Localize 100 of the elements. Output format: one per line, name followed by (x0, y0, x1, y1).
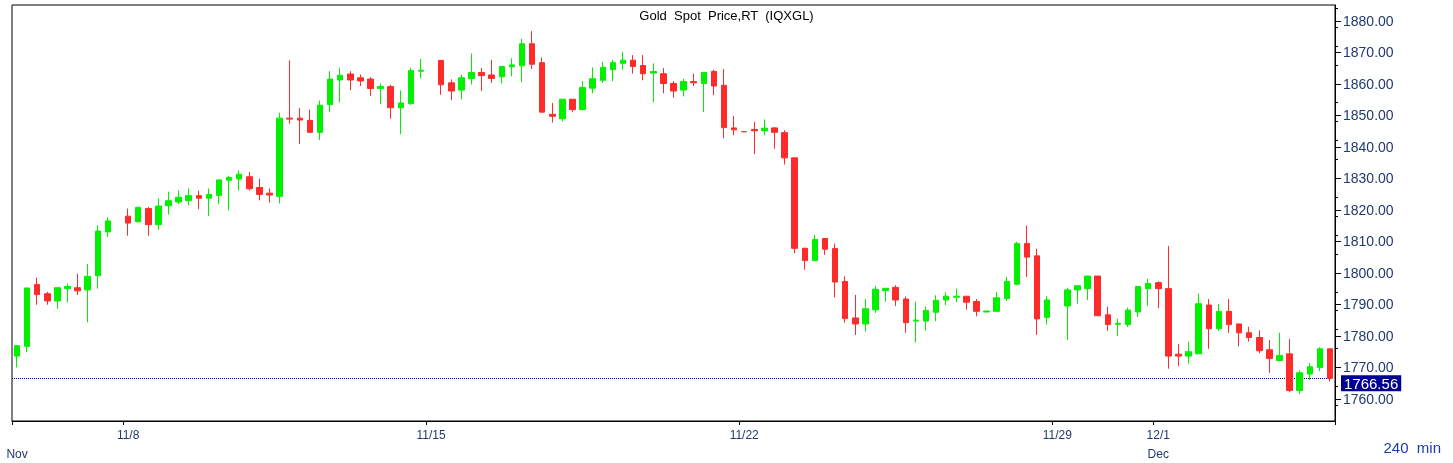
candlestick (1064, 287, 1071, 341)
candlestick (387, 84, 394, 120)
candlestick (1115, 318, 1121, 337)
candlestick (135, 206, 141, 223)
candlestick (125, 208, 131, 237)
candlestick (1125, 307, 1131, 328)
candlestick (377, 82, 384, 105)
candlestick (882, 287, 889, 303)
candlestick (892, 284, 899, 307)
ref-line-label: 1766.56 (1344, 374, 1399, 392)
x-tick-label: 11/15 (416, 427, 447, 442)
candlestick (721, 68, 727, 139)
candlestick (832, 243, 838, 298)
candlestick (398, 89, 404, 135)
candlestick (650, 62, 657, 103)
x-tick-label: 12/1 Dec (1146, 427, 1171, 461)
candlestick (307, 109, 313, 133)
candlestick (812, 234, 818, 262)
candlestick (983, 310, 990, 313)
x-tick-label: 11/8 (116, 427, 140, 442)
candlestick (84, 263, 91, 323)
candlestick (468, 53, 475, 85)
x-tick-label: 11/22 (729, 427, 760, 442)
candlestick (196, 190, 202, 210)
y-tick-label: 1770.00 (1343, 359, 1394, 376)
candlestick (963, 295, 970, 311)
candlestick (903, 296, 909, 334)
y-tick-label: 1870.00 (1343, 44, 1394, 61)
candlestick (34, 277, 40, 306)
candlestick (216, 179, 222, 205)
candlestick (317, 99, 323, 141)
candlestick (175, 190, 182, 205)
candlestick (1327, 348, 1333, 383)
candlestick (872, 285, 879, 314)
candlestick (185, 187, 192, 206)
candlestick (842, 275, 848, 324)
candlestick (145, 206, 152, 237)
candlestick (731, 115, 737, 136)
candlestick (701, 71, 707, 113)
y-tick-label: 1810.00 (1343, 233, 1394, 250)
candlestick (761, 118, 768, 136)
y-tick-label: 1850.00 (1343, 107, 1394, 124)
candlestick (620, 51, 626, 71)
candlestick (357, 74, 364, 87)
candlestick (862, 298, 869, 332)
candlestick (327, 70, 333, 113)
candlestick (1206, 298, 1212, 350)
candlestick (1216, 303, 1222, 332)
candlestick (367, 76, 374, 97)
candlestick (286, 59, 293, 124)
candlestick (1195, 292, 1202, 355)
candlestick (236, 169, 242, 192)
candlestick (529, 30, 535, 70)
candlestick (1145, 278, 1151, 307)
candlestick (519, 38, 525, 83)
candlestick (246, 171, 253, 192)
candlestick (802, 247, 808, 271)
candlestick (852, 294, 859, 336)
candlestick (266, 187, 273, 204)
candlestick (337, 67, 343, 103)
candlestick (1276, 332, 1283, 362)
y-tick-label: 1840.00 (1343, 138, 1394, 155)
candlestick (1155, 280, 1162, 309)
candlestick (1175, 343, 1182, 367)
candlestick (155, 198, 162, 231)
candlestick (1034, 248, 1040, 336)
candlestick (256, 178, 263, 201)
candlestick (781, 129, 788, 165)
candlestick (1014, 241, 1020, 286)
y-tick-label: 1830.00 (1343, 170, 1394, 187)
candlestick (589, 66, 596, 94)
candlestick (1105, 306, 1111, 332)
candlestick (993, 291, 1000, 312)
candlestick (610, 59, 616, 82)
candlestick (478, 67, 485, 92)
candlestick (1074, 285, 1081, 305)
candlestick (1024, 225, 1030, 278)
candlestick (206, 187, 212, 217)
candlestick (1296, 369, 1303, 395)
y-tick-label: 1800.00 (1343, 264, 1394, 281)
candlestick (438, 59, 444, 96)
candlestick (539, 57, 545, 113)
candlestick (1236, 323, 1242, 347)
x-tick-label: 11/29 (1042, 427, 1073, 442)
candlestick (791, 157, 798, 254)
candlestick (1246, 326, 1252, 343)
candlestick (751, 121, 758, 155)
candlestick (448, 78, 455, 101)
x-tick-label: Nov (6, 446, 28, 461)
candlestick (1044, 295, 1050, 326)
candlestick (600, 61, 606, 84)
candlestick (559, 98, 566, 122)
candlestick (1317, 346, 1323, 372)
candlestick (711, 69, 717, 96)
y-tick-label: 1860.00 (1343, 75, 1394, 92)
candlestick (579, 80, 586, 111)
candlestick (933, 294, 939, 322)
candlestick (24, 287, 30, 353)
candlestick (549, 102, 556, 124)
candlestick (226, 175, 232, 211)
